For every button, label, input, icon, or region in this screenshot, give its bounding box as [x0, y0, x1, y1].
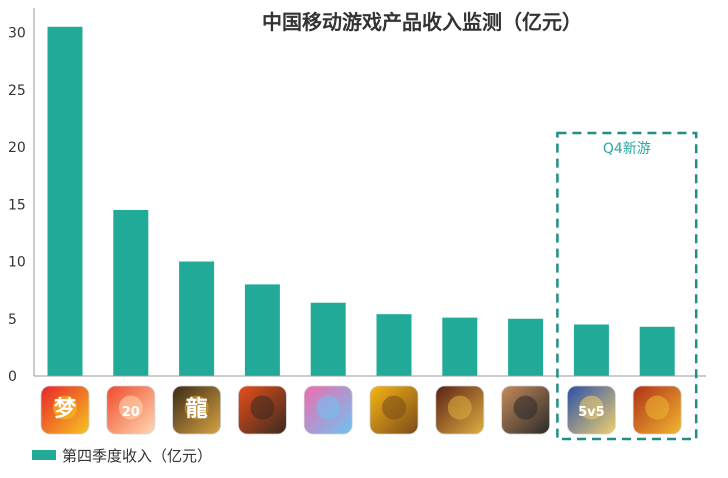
king-warrior-icon-emblem — [447, 395, 472, 420]
sunglasses-character-icon-emblem — [513, 395, 538, 420]
golden-dragon-icon-emblem — [645, 395, 670, 420]
dahua-xiyou-icon-emblem — [118, 395, 143, 420]
menghuan-xiyou-icon-glyph: 梦 — [54, 396, 77, 422]
menghuan-xiyou-icon-emblem — [53, 395, 77, 420]
pink-hair-character-icon-emblem — [316, 395, 341, 420]
y-tick-label-3: 15 — [8, 197, 26, 213]
honor-of-kings-icon: 5v5 — [567, 385, 616, 435]
honor-of-kings-icon-glyph: 5v5 — [578, 405, 605, 420]
long-game-icon-emblem — [184, 395, 209, 420]
chart-title: 中国移动游戏产品收入监测（亿元） — [262, 10, 582, 34]
bar-2 — [179, 261, 215, 376]
long-game-icon-glyph: 龍 — [186, 396, 208, 422]
golden-dragon-icon — [632, 385, 682, 435]
y-tick-label-5: 25 — [8, 83, 26, 99]
clash-of-clans-icon-emblem — [382, 395, 406, 420]
bar-0 — [47, 26, 83, 377]
bar-5 — [376, 314, 412, 376]
kof-character-icon-emblem — [250, 395, 275, 420]
annotation-box-0 — [556, 131, 698, 441]
bar-7 — [508, 318, 544, 376]
bar-3 — [244, 284, 280, 376]
long-game-icon: 龍 — [172, 385, 222, 435]
annotation-label-0: Q4新游 — [603, 141, 651, 157]
legend-label: 第四季度收入（亿元） — [62, 447, 212, 465]
honor-of-kings-icon-emblem — [579, 395, 604, 420]
bar-9 — [639, 326, 675, 376]
clash-of-clans-icon — [369, 385, 419, 435]
dahua-xiyou-icon: 20 — [106, 385, 156, 435]
bar-6 — [442, 317, 478, 376]
king-warrior-icon — [435, 385, 485, 435]
y-tick-label-1: 5 — [8, 312, 17, 328]
y-tick-label-0: 0 — [8, 369, 17, 385]
bar-4 — [310, 302, 346, 376]
pink-hair-character-icon — [303, 385, 353, 435]
bar-8 — [573, 324, 609, 376]
y-tick-label-4: 20 — [8, 140, 26, 156]
sunglasses-character-icon — [501, 385, 551, 435]
menghuan-xiyou-icon: 梦 — [40, 385, 90, 435]
legend-swatch — [32, 450, 56, 460]
y-tick-label-2: 10 — [8, 255, 26, 271]
dahua-xiyou-icon-glyph: 20 — [122, 405, 140, 420]
y-tick-label-6: 30 — [8, 26, 26, 42]
bar-1 — [113, 209, 149, 376]
kof-character-icon — [237, 385, 287, 435]
